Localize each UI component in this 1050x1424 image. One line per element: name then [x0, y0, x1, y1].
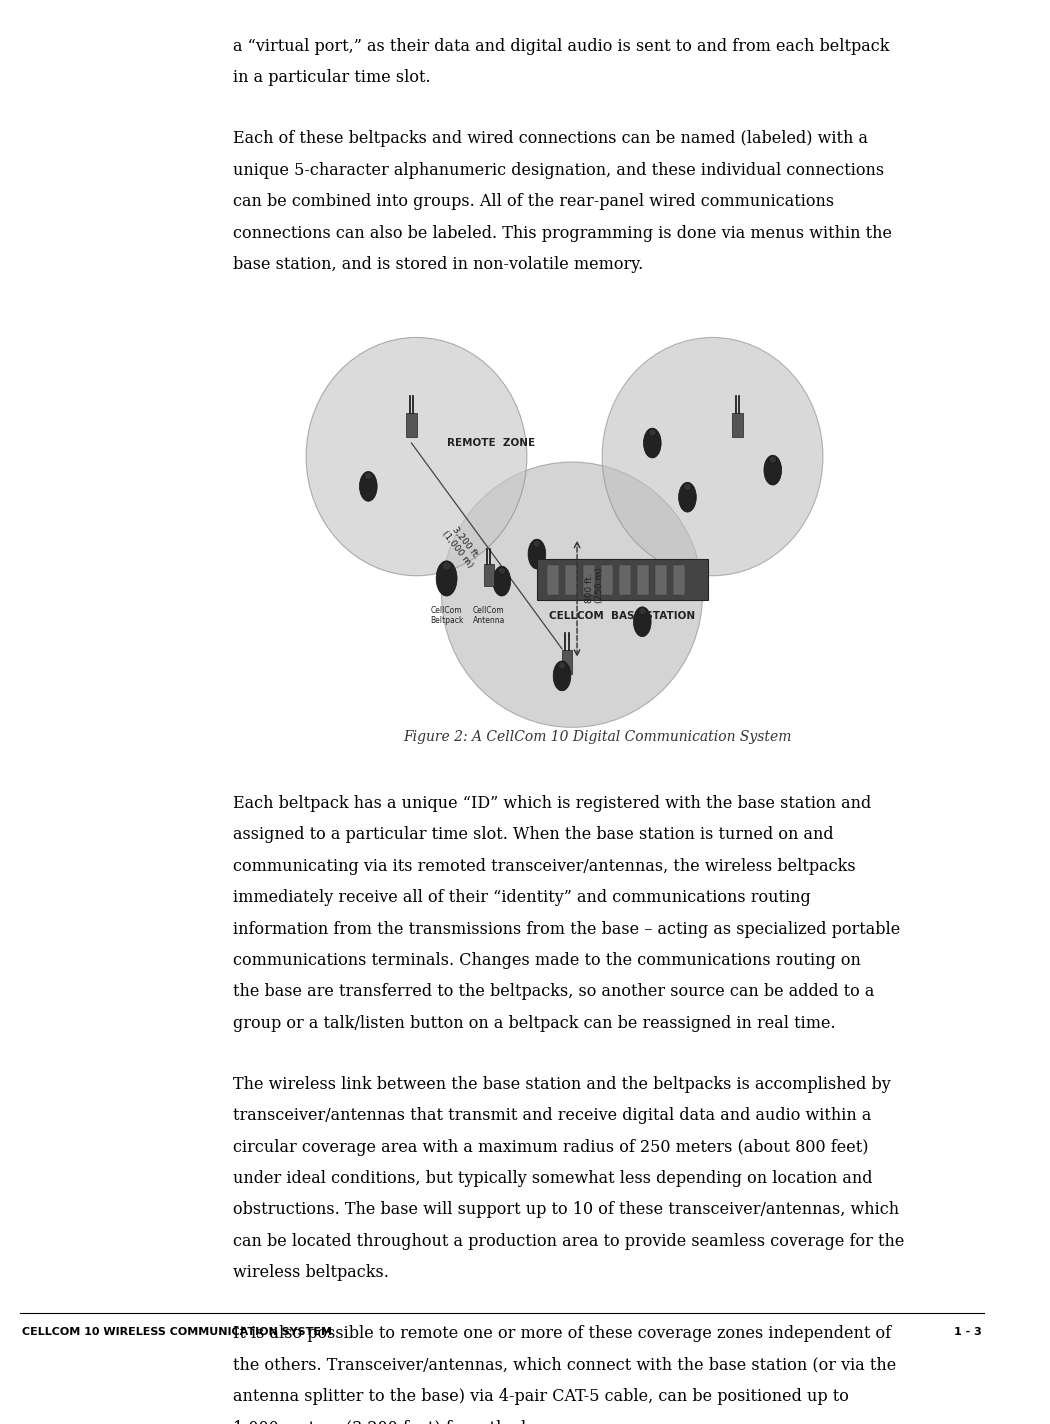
Ellipse shape — [528, 540, 546, 570]
Text: connections can also be labeled. This programming is done via menus within the: connections can also be labeled. This pr… — [233, 225, 891, 242]
Ellipse shape — [638, 608, 646, 615]
Bar — [655, 565, 668, 595]
Ellipse shape — [533, 540, 541, 547]
Bar — [583, 565, 595, 595]
Ellipse shape — [364, 473, 372, 480]
Ellipse shape — [769, 456, 777, 463]
Ellipse shape — [602, 337, 823, 575]
Text: Each of these beltpacks and wired connections can be named (labeled) with a: Each of these beltpacks and wired connec… — [233, 131, 868, 148]
Ellipse shape — [649, 429, 656, 436]
Text: communicating via its remoted transceiver/antennas, the wireless beltpacks: communicating via its remoted transceive… — [233, 857, 856, 874]
Text: transceiver/antennas that transmit and receive digital data and audio within a: transceiver/antennas that transmit and r… — [233, 1108, 872, 1125]
Bar — [673, 565, 686, 595]
Bar — [484, 564, 493, 587]
Ellipse shape — [553, 661, 571, 691]
Ellipse shape — [644, 429, 662, 459]
Ellipse shape — [604, 567, 611, 574]
Text: Figure 2: A CellCom 10 Digital Communication System: Figure 2: A CellCom 10 Digital Communica… — [403, 731, 792, 745]
Text: can be combined into groups. All of the rear-panel wired communications: can be combined into groups. All of the … — [233, 194, 834, 211]
Ellipse shape — [307, 337, 527, 575]
Text: circular coverage area with a maximum radius of 250 meters (about 800 feet): circular coverage area with a maximum ra… — [233, 1139, 868, 1156]
Ellipse shape — [764, 456, 781, 486]
Bar — [537, 560, 708, 600]
Text: unique 5-character alphanumeric designation, and these individual connections: unique 5-character alphanumeric designat… — [233, 162, 884, 179]
Ellipse shape — [684, 483, 691, 490]
Ellipse shape — [436, 561, 457, 597]
Text: wireless beltpacks.: wireless beltpacks. — [233, 1265, 388, 1282]
Text: 3,200 ft.
(1,000 m): 3,200 ft. (1,000 m) — [440, 523, 483, 570]
Text: base station, and is stored in non-volatile memory.: base station, and is stored in non-volat… — [233, 256, 643, 273]
Bar — [562, 649, 572, 675]
Ellipse shape — [559, 662, 566, 669]
Bar — [547, 565, 559, 595]
Text: communications terminals. Changes made to the communications routing on: communications terminals. Changes made t… — [233, 953, 861, 968]
Text: The wireless link between the base station and the beltpacks is accomplished by: The wireless link between the base stati… — [233, 1077, 890, 1092]
Text: CELLCOM 10 WIRELESS COMMUNICATION SYSTEM: CELLCOM 10 WIRELESS COMMUNICATION SYSTEM — [22, 1327, 332, 1337]
Text: assigned to a particular time slot. When the base station is turned on and: assigned to a particular time slot. When… — [233, 826, 834, 843]
Bar — [732, 413, 743, 437]
Ellipse shape — [442, 561, 452, 571]
Bar — [620, 565, 631, 595]
Text: antenna splitter to the base) via 4-pair CAT-5 cable, can be positioned up to: antenna splitter to the base) via 4-pair… — [233, 1388, 848, 1405]
Text: REMOTE  ZONE: REMOTE ZONE — [446, 439, 534, 449]
Ellipse shape — [633, 607, 651, 637]
Text: immediately receive all of their “identity” and communications routing: immediately receive all of their “identi… — [233, 889, 811, 906]
Text: 1 - 3: 1 - 3 — [953, 1327, 982, 1337]
Text: CellCom
Antenna: CellCom Antenna — [472, 605, 505, 625]
Text: information from the transmissions from the base – acting as specialized portabl: information from the transmissions from … — [233, 920, 900, 937]
Text: It is also possible to remote one or more of these coverage zones independent of: It is also possible to remote one or mor… — [233, 1326, 891, 1343]
Ellipse shape — [678, 483, 696, 513]
Text: the others. Transceiver/antennas, which connect with the base station (or via th: the others. Transceiver/antennas, which … — [233, 1357, 896, 1374]
Bar — [565, 565, 578, 595]
Text: 800 ft.
(250 m): 800 ft. (250 m) — [585, 567, 605, 604]
Ellipse shape — [492, 567, 510, 597]
Bar — [637, 565, 649, 595]
Ellipse shape — [598, 567, 616, 597]
Text: CELLCOM  BASE STATION: CELLCOM BASE STATION — [549, 611, 695, 621]
Text: a “virtual port,” as their data and digital audio is sent to and from each beltp: a “virtual port,” as their data and digi… — [233, 38, 889, 56]
Text: Each beltpack has a unique “ID” which is registered with the base station and: Each beltpack has a unique “ID” which is… — [233, 795, 872, 812]
Ellipse shape — [359, 471, 377, 501]
Ellipse shape — [498, 567, 506, 574]
Text: the base are transferred to the beltpacks, so another source can be added to a: the base are transferred to the beltpack… — [233, 984, 875, 1000]
Bar — [602, 565, 613, 595]
Ellipse shape — [442, 461, 702, 728]
Text: obstructions. The base will support up to 10 of these transceiver/antennas, whic: obstructions. The base will support up t… — [233, 1202, 899, 1219]
Text: in a particular time slot.: in a particular time slot. — [233, 70, 430, 87]
Text: group or a talk/listen button on a beltpack can be reassigned in real time.: group or a talk/listen button on a beltp… — [233, 1015, 836, 1032]
Text: under ideal conditions, but typically somewhat less depending on location and: under ideal conditions, but typically so… — [233, 1171, 873, 1188]
Bar — [406, 413, 417, 437]
Text: can be located throughout a production area to provide seamless coverage for the: can be located throughout a production a… — [233, 1233, 904, 1250]
Text: CellCom
Beltpack: CellCom Beltpack — [429, 605, 463, 625]
Text: 1,000 meters (3,200 feet) from the base.: 1,000 meters (3,200 feet) from the base. — [233, 1420, 564, 1424]
